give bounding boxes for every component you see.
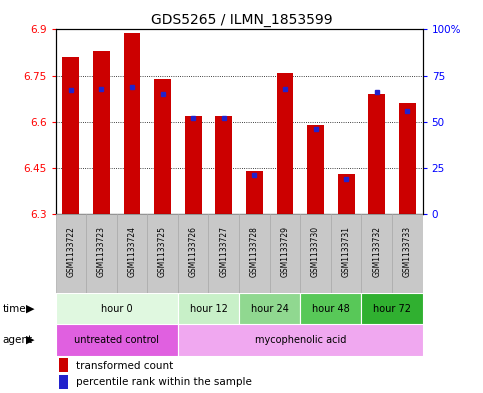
Text: GSM1133728: GSM1133728 <box>250 226 259 277</box>
Text: GSM1133725: GSM1133725 <box>158 226 167 277</box>
Bar <box>56 293 178 324</box>
Bar <box>399 103 416 214</box>
Text: ▶: ▶ <box>26 303 34 314</box>
Bar <box>239 214 270 293</box>
Text: GSM1133729: GSM1133729 <box>281 226 289 277</box>
Bar <box>307 125 324 214</box>
Bar <box>185 116 201 214</box>
Text: hour 0: hour 0 <box>101 303 132 314</box>
Text: hour 48: hour 48 <box>312 303 350 314</box>
Bar <box>178 214 209 293</box>
Bar <box>147 214 178 293</box>
Text: untreated control: untreated control <box>74 335 159 345</box>
Text: transformed count: transformed count <box>76 360 173 371</box>
Bar <box>93 51 110 214</box>
Text: GSM1133724: GSM1133724 <box>128 226 137 277</box>
Text: agent: agent <box>2 335 32 345</box>
Text: ▶: ▶ <box>26 335 34 345</box>
Text: GSM1133723: GSM1133723 <box>97 226 106 277</box>
Text: GDS5265 / ILMN_1853599: GDS5265 / ILMN_1853599 <box>151 13 332 27</box>
Bar <box>246 171 263 214</box>
Text: hour 72: hour 72 <box>373 303 411 314</box>
Text: GSM1133730: GSM1133730 <box>311 226 320 277</box>
Bar <box>361 293 423 324</box>
Text: hour 24: hour 24 <box>251 303 289 314</box>
Bar <box>331 214 361 293</box>
Bar <box>56 214 86 293</box>
Bar <box>277 73 293 214</box>
Text: time: time <box>2 303 26 314</box>
Text: GSM1133732: GSM1133732 <box>372 226 381 277</box>
Bar <box>59 375 69 389</box>
Bar <box>178 293 239 324</box>
Bar <box>56 324 178 356</box>
Bar <box>392 214 423 293</box>
Bar <box>62 57 79 214</box>
Bar <box>124 33 141 214</box>
Bar <box>154 79 171 214</box>
Bar <box>86 214 117 293</box>
Bar <box>361 214 392 293</box>
Bar <box>300 214 331 293</box>
Bar <box>209 214 239 293</box>
Bar <box>59 358 69 372</box>
Text: GSM1133727: GSM1133727 <box>219 226 228 277</box>
Text: GSM1133731: GSM1133731 <box>341 226 351 277</box>
Bar <box>270 214 300 293</box>
Bar <box>300 293 361 324</box>
Text: percentile rank within the sample: percentile rank within the sample <box>76 377 252 387</box>
Text: GSM1133726: GSM1133726 <box>189 226 198 277</box>
Text: mycophenolic acid: mycophenolic acid <box>255 335 346 345</box>
Text: GSM1133733: GSM1133733 <box>403 226 412 277</box>
Bar <box>369 94 385 214</box>
Text: hour 12: hour 12 <box>189 303 227 314</box>
Bar <box>215 116 232 214</box>
Bar <box>178 324 423 356</box>
Bar <box>239 293 300 324</box>
Text: GSM1133722: GSM1133722 <box>66 226 75 277</box>
Bar <box>117 214 147 293</box>
Bar <box>338 174 355 214</box>
